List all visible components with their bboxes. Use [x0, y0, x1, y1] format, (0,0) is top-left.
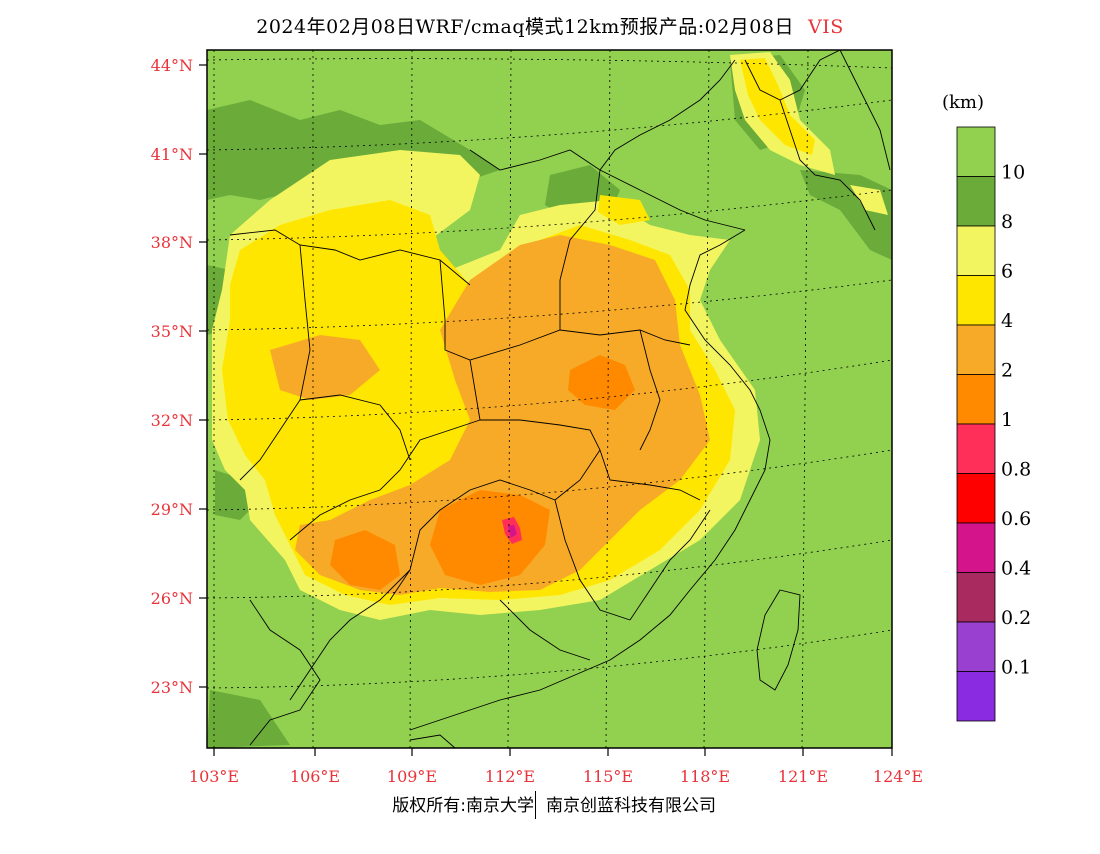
lat-tick-label: 44°N — [151, 56, 193, 75]
colorbar-label: 0.6 — [1001, 508, 1031, 530]
vis-1-2-region — [330, 355, 635, 590]
colorbar: 10 8 6 4 2 1 0.8 0.6 0.4 0.2 0.1 (km) — [942, 92, 1031, 722]
colorbar-label: 0.4 — [1001, 558, 1031, 580]
vis-below-1-region — [502, 517, 522, 544]
map-border — [206, 49, 893, 749]
colorbar-label: 0.8 — [1001, 459, 1031, 481]
title-main: 2024年02月08日WRF/cmaq模式12km预报产品:02月08日 — [256, 16, 794, 38]
latitude-axis: 44°N 41°N 38°N 35°N 32°N 29°N 26°N 23°N — [151, 56, 207, 697]
colorbar-label: 10 — [1001, 162, 1025, 184]
coastline — [409, 229, 771, 731]
colorbar-segment — [956, 225, 996, 276]
colorbar-label: 0.1 — [1001, 657, 1031, 679]
colorbar-segment — [956, 275, 996, 326]
map-frame — [207, 50, 892, 748]
lon-tick-label: 109°E — [387, 767, 437, 786]
hainan-outline — [409, 734, 456, 748]
title-variable: VIS — [808, 16, 844, 38]
lon-tick-label: 118°E — [680, 767, 730, 786]
footer-separator — [535, 791, 536, 819]
lat-tick-label: 26°N — [151, 589, 193, 608]
colorbar-segment — [956, 473, 996, 524]
colorbar-label: 1 — [1001, 409, 1013, 431]
lat-tick-label: 23°N — [151, 678, 193, 697]
colorbar-segment — [956, 522, 996, 573]
colorbar-label: 8 — [1001, 211, 1013, 233]
colorbar-label: 2 — [1001, 360, 1013, 382]
colorbar-segment — [956, 324, 996, 375]
lon-tick-label: 121°E — [778, 767, 828, 786]
lat-tick-label: 32°N — [151, 411, 193, 430]
colorbar-unit: (km) — [942, 92, 984, 113]
footer: 版权所有:南京大学 南京创蓝科技有限公司 — [0, 791, 1100, 821]
taiwan-outline — [756, 589, 801, 691]
lat-tick-label: 38°N — [151, 233, 193, 252]
colorbar-segment — [956, 126, 996, 177]
lat-tick-label: 41°N — [151, 145, 193, 164]
lon-tick-label: 112°E — [485, 767, 535, 786]
lon-tick-label: 103°E — [189, 767, 239, 786]
map-title: 2024年02月08日WRF/cmaq模式12km预报产品:02月08日 VIS — [0, 12, 1100, 39]
vis-2-4-region — [270, 235, 710, 595]
company-text: 南京创蓝科技有限公司 — [546, 796, 716, 816]
lon-tick-label: 115°E — [583, 767, 633, 786]
lat-tick-label: 35°N — [151, 322, 193, 341]
graticule — [207, 50, 892, 748]
boundaries — [229, 50, 891, 748]
lon-tick-label: 106°E — [290, 767, 340, 786]
lat-tick-label: 29°N — [151, 500, 193, 519]
colorbar-segment — [956, 671, 996, 722]
longitude-axis: 103°E 106°E 109°E 112°E 115°E 118°E 121°E 124°E — [189, 748, 923, 786]
lon-tick-label: 124°E — [873, 767, 923, 786]
copyright-text: 版权所有:南京大学 — [392, 796, 534, 816]
colorbar-segment — [956, 423, 996, 474]
colorbar-label: 6 — [1001, 261, 1013, 283]
colorbar-segment — [956, 176, 996, 227]
colorbar-label: 4 — [1001, 310, 1013, 332]
colorbar-segment — [956, 572, 996, 623]
colorbar-segment — [956, 374, 996, 425]
colorbar-segment — [956, 621, 996, 672]
colorbar-label: 0.2 — [1001, 607, 1031, 629]
